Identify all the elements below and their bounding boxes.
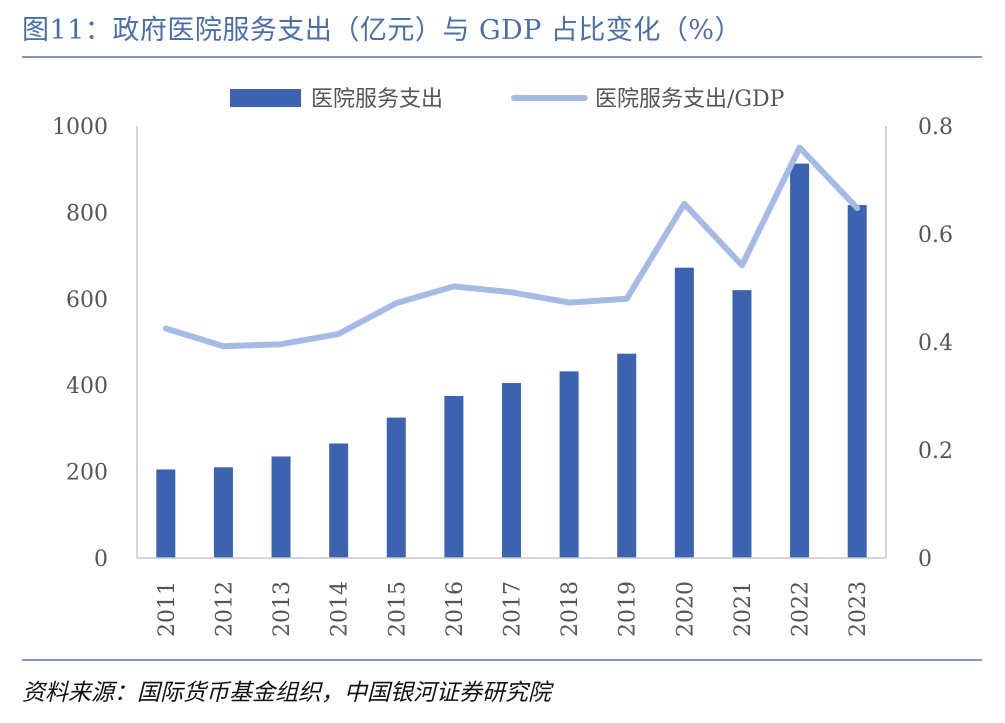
x-tick-label: 2012: [212, 581, 237, 637]
right-tick-label: 0.6: [918, 223, 953, 248]
right-tick-label: 0.8: [918, 115, 953, 140]
right-tick-label: 0: [918, 547, 932, 572]
legend-bar-swatch: [230, 89, 301, 107]
x-tick-label: 2022: [789, 581, 814, 637]
line-series: [162, 144, 861, 350]
x-tick-label: 2015: [385, 581, 410, 637]
left-tick-label: 0: [94, 547, 108, 572]
bar: [213, 467, 233, 558]
bar: [156, 469, 176, 558]
legend: 医院服务支出 医院服务支出/GDP: [230, 87, 785, 112]
footer-divider: [22, 659, 982, 661]
x-tick-label: 2018: [558, 581, 583, 637]
legend-bar-label: 医院服务支出: [311, 87, 443, 112]
bar: [847, 205, 867, 558]
bar-series: [156, 163, 867, 559]
x-tick-label: 2017: [501, 581, 526, 637]
x-tick-label: 2011: [155, 581, 180, 637]
page-title: 图11：政府医院服务支出（亿元）与 GDP 占比变化（%）: [22, 15, 743, 46]
left-tick-label: 600: [66, 288, 108, 313]
bar: [329, 443, 349, 558]
right-axis: 0 0.2 0.4 0.6 0.8: [885, 115, 953, 572]
x-tick-label: 2023: [846, 581, 871, 637]
ratio-line: [162, 144, 861, 350]
bar: [444, 396, 464, 558]
x-tick-label: 2019: [616, 581, 641, 637]
right-tick-label: 0.4: [918, 331, 953, 356]
left-tick-label: 400: [66, 374, 108, 399]
left-tick-label: 200: [66, 461, 108, 486]
source-note: 资料来源：国际货币基金组织，中国银河证券研究院: [22, 680, 551, 706]
left-axis: 0 200 400 600 800 1000: [52, 115, 138, 572]
x-tick-label: 2020: [673, 581, 698, 637]
bar: [732, 290, 752, 558]
left-tick-label: 1000: [52, 115, 108, 140]
legend-line-label: 医院服务支出/GDP: [595, 87, 785, 112]
x-tick-label: 2014: [328, 581, 353, 637]
bar: [617, 353, 637, 558]
right-tick-label: 0.2: [918, 439, 953, 464]
x-tick-label: 2013: [270, 581, 295, 637]
title-divider: [22, 56, 982, 58]
x-tick-label: 2021: [731, 581, 756, 637]
bar: [674, 267, 694, 558]
bar: [386, 417, 406, 558]
bar: [502, 383, 521, 558]
left-tick-label: 800: [66, 201, 108, 226]
bar: [790, 163, 810, 559]
x-tick-label: 2016: [443, 581, 468, 637]
bar: [559, 371, 579, 558]
x-axis: 2011 2012 2013 2014 2015 2016 2017 2018 2019 2020…: [137, 557, 886, 637]
bar: [271, 456, 291, 558]
